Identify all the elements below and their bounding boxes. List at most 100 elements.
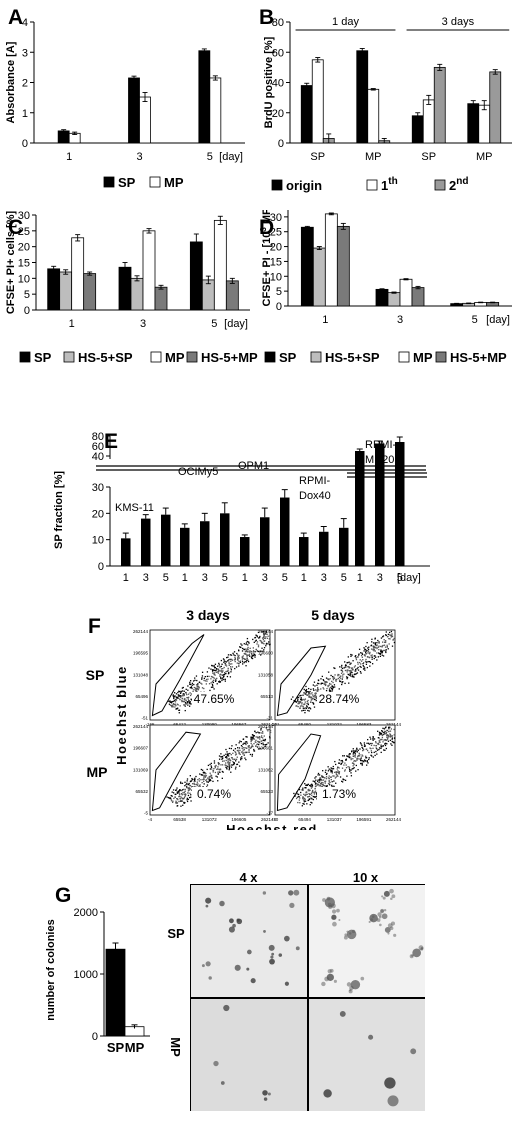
flow-event [317,690,319,692]
flow-event [311,786,313,788]
flow-event [351,750,353,752]
y-tick-label: 3 [22,47,28,59]
flow-event [315,792,317,794]
flow-event [236,654,239,656]
flow-event [339,762,341,764]
flow-event [321,779,323,781]
flow-event [361,746,363,749]
y-tick-label-upper: 60 [92,441,104,453]
flow-event [246,751,248,753]
flow-event [255,648,257,651]
flow-event [186,782,188,785]
flow-event [182,693,184,695]
flow-event [372,739,374,741]
flow-event [243,657,245,660]
flow-event [223,760,225,762]
flow-event [346,671,348,673]
flow-event [349,662,352,664]
flow-event [325,776,328,778]
flow-event [227,765,229,768]
flow-event [244,757,246,759]
flow-event [295,700,297,703]
x-tick-label: MP [365,151,382,163]
colony-spot [246,967,250,971]
flow-event [172,694,174,696]
flow-event [292,696,294,698]
flow-y-tick: 65523 [260,789,273,794]
bar-hs-5-sp-0 [312,247,326,307]
flow-event [303,692,305,694]
flow-event [199,786,201,788]
bar-mp-1 [142,230,156,311]
flow-event [253,743,255,745]
flow-event [337,770,339,772]
flow-event [341,664,343,667]
flow-event [254,651,256,653]
bar-mp-0 [324,213,338,307]
flow-event [385,747,388,750]
colony-spot [387,1095,399,1107]
flow-event [265,743,268,746]
flow-event [352,767,354,770]
flow-event [301,705,303,707]
flow-event [311,794,313,796]
flow-event [178,791,180,793]
flow-event [227,759,229,761]
flow-event [384,744,387,747]
flow-event [365,757,368,759]
flow-event [391,645,394,647]
flow-event [316,689,319,691]
flow-event [363,647,365,649]
group-label-2: OPM1 [238,460,269,472]
flow-event [265,727,267,729]
flow-event [189,775,191,777]
flow-event [234,754,237,756]
flow-event [258,741,261,744]
legend-label-mp: MP [165,350,185,365]
flow-event [251,753,254,756]
bar-1-1 [200,521,210,566]
flow-event [385,742,387,745]
flow-event [180,793,183,795]
flow-event [204,772,206,774]
bar-sp-0 [57,130,70,144]
flow-event [370,747,372,750]
flow-event [262,638,265,641]
colony-spot [379,923,382,927]
flow-event [356,759,358,761]
flow-event [322,776,324,778]
flow-event [391,735,393,738]
flow-event [210,668,212,670]
flow-event [237,655,240,658]
flow-event [227,659,230,661]
flow-event [195,687,197,690]
flow-event [268,638,271,640]
flow-event [366,666,368,669]
flow-event [172,800,174,802]
flow-event [378,743,380,746]
flow-event [220,756,222,758]
flow-event [254,636,256,639]
flow-event [240,759,242,761]
bar-origin-2 [411,115,424,144]
flow-event [206,768,208,771]
flow-event [315,796,317,798]
flow-event [188,696,190,698]
flow-event [263,647,266,649]
flow-event [208,675,210,678]
flow-event [227,656,229,658]
colony-spot [246,949,252,955]
flow-event [361,652,363,654]
group-label: 3 days [442,16,475,28]
flow-event [194,679,196,681]
flow-event [372,642,375,644]
flow-event [265,643,267,645]
flow-event [388,728,390,730]
flow-event [198,681,201,684]
flow-y-tick: 131069 [133,767,149,772]
flow-event [372,738,374,740]
flow-event [374,643,377,645]
flow-event [313,791,316,793]
flow-event [361,760,363,762]
